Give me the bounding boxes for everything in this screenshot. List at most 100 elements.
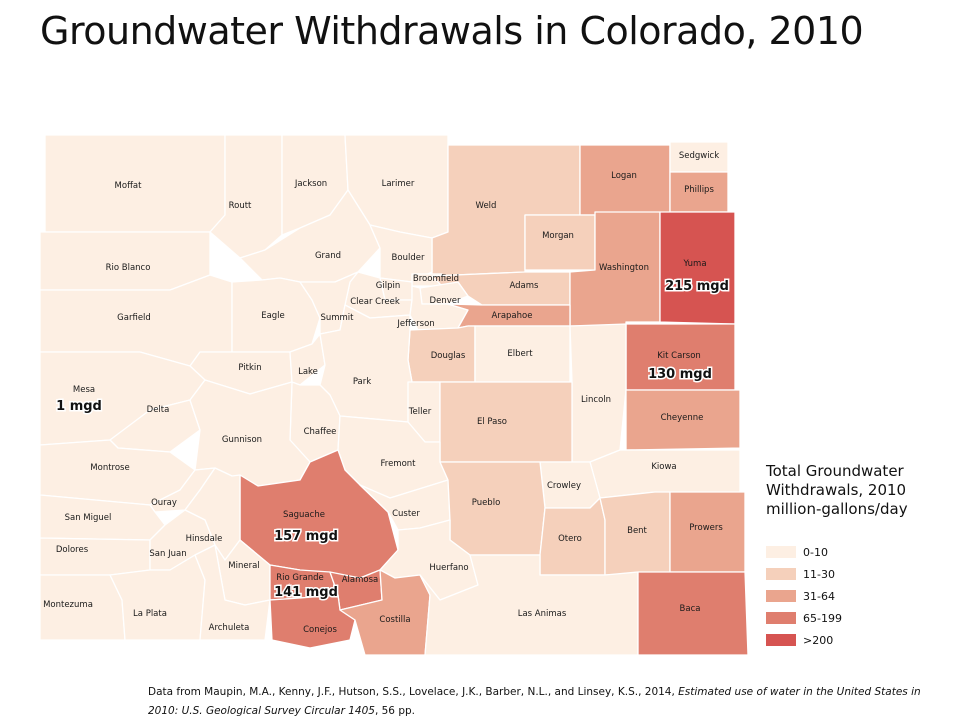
- county-label-el-paso: El Paso: [477, 417, 507, 427]
- county-label-arapahoe: Arapahoe: [492, 311, 533, 321]
- county-label-pitkin: Pitkin: [238, 363, 261, 373]
- county-label-custer: Custer: [392, 509, 420, 519]
- county-label-weld: Weld: [476, 201, 497, 211]
- annotation-saguache: 157 mgd: [274, 529, 338, 544]
- county-label-chaffee: Chaffee: [304, 427, 337, 437]
- annotation-mesa: 1 mgd: [56, 399, 102, 414]
- county-label-morgan: Morgan: [542, 231, 574, 241]
- annotation-kit-carson: 130 mgd: [648, 367, 712, 382]
- county-label-mesa: Mesa: [73, 385, 95, 395]
- county-label-eagle: Eagle: [261, 311, 285, 321]
- legend-item: 31-64: [766, 585, 946, 607]
- county-label-dolores: Dolores: [56, 545, 89, 555]
- source-text: Data from Maupin, M.A., Kenny, J.F., Hut…: [148, 686, 679, 698]
- county-label-rio-grande: Rio Grande: [276, 573, 323, 583]
- county-label-washington: Washington: [599, 263, 649, 273]
- county-label-larimer: Larimer: [382, 179, 415, 189]
- county-label-garfield: Garfield: [117, 313, 151, 323]
- county-las-animas: [419, 554, 639, 656]
- county-label-elbert: Elbert: [507, 349, 533, 359]
- county-rio-blanco: [39, 231, 211, 291]
- source-citation: Data from Maupin, M.A., Kenny, J.F., Hut…: [148, 683, 928, 721]
- county-label-teller: Teller: [408, 407, 432, 417]
- county-label-jefferson: Jefferson: [396, 319, 434, 329]
- county-label-logan: Logan: [611, 171, 637, 181]
- legend-swatch: [766, 590, 796, 602]
- county-label-mineral: Mineral: [228, 561, 259, 571]
- county-label-prowers: Prowers: [689, 523, 723, 533]
- county-label-broomfield: Broomfield: [413, 274, 459, 284]
- county-label-yuma: Yuma: [682, 259, 706, 269]
- page-title: Groundwater Withdrawals in Colorado, 201…: [40, 9, 864, 53]
- county-label-pueblo: Pueblo: [472, 498, 501, 508]
- county-label-bent: Bent: [627, 526, 647, 536]
- county-label-routt: Routt: [229, 201, 252, 211]
- county-label-san-juan: San Juan: [149, 549, 186, 559]
- county-label-rio-blanco: Rio Blanco: [106, 263, 151, 273]
- county-label-hinsdale: Hinsdale: [186, 534, 223, 544]
- county-label-saguache: Saguache: [283, 510, 325, 520]
- county-label-conejos: Conejos: [303, 625, 337, 635]
- legend-swatch: [766, 568, 796, 580]
- county-label-costilla: Costilla: [379, 615, 410, 625]
- legend-label: >200: [803, 633, 834, 647]
- county-lincoln: [569, 323, 627, 463]
- legend-item: >200: [766, 629, 946, 651]
- county-label-baca: Baca: [680, 604, 701, 614]
- county-label-jackson: Jackson: [294, 179, 327, 189]
- legend-label: 11-30: [803, 567, 835, 581]
- county-label-las-animas: Las Animas: [518, 609, 567, 619]
- county-label-boulder: Boulder: [392, 253, 425, 263]
- county-label-cheyenne: Cheyenne: [661, 413, 704, 423]
- county-cheyenne: [625, 389, 741, 451]
- source-italic: Estimated use of water in the United Sta…: [148, 686, 921, 717]
- county-label-gilpin: Gilpin: [376, 281, 400, 291]
- annotation-yuma: 215 mgd: [665, 279, 729, 294]
- legend-swatch: [766, 634, 796, 646]
- county-label-san-miguel: San Miguel: [65, 513, 112, 523]
- legend-title: Total Groundwater Withdrawals, 2010 mill…: [766, 462, 908, 518]
- county-label-montrose: Montrose: [90, 463, 129, 473]
- county-morgan: [524, 214, 596, 271]
- county-label-huerfano: Huerfano: [429, 563, 468, 573]
- county-label-adams: Adams: [510, 281, 540, 291]
- county-label-park: Park: [353, 377, 371, 387]
- legend-item: 0-10: [766, 541, 946, 563]
- county-label-lincoln: Lincoln: [581, 395, 611, 405]
- county-label-delta: Delta: [147, 405, 170, 415]
- county-label-ouray: Ouray: [151, 498, 177, 508]
- county-label-kit-carson: Kit Carson: [657, 351, 701, 361]
- county-label-grand: Grand: [315, 251, 341, 261]
- legend-swatch: [766, 612, 796, 624]
- county-dolores: [39, 537, 151, 576]
- county-label-montezuma: Montezuma: [43, 600, 93, 610]
- annotation-rio-grande: 141 mgd: [274, 585, 338, 600]
- county-pueblo: [439, 461, 546, 556]
- county-label-sedgwick: Sedgwick: [679, 151, 719, 161]
- county-label-fremont: Fremont: [380, 459, 416, 469]
- county-label-gunnison: Gunnison: [222, 435, 262, 445]
- county-baca: [637, 571, 749, 656]
- county-label-phillips: Phillips: [684, 185, 714, 195]
- legend-label: 0-10: [803, 545, 828, 559]
- county-label-la-plata: La Plata: [133, 609, 167, 619]
- legend-item: 11-30: [766, 563, 946, 585]
- county-label-summit: Summit: [320, 313, 354, 323]
- legend: Total Groundwater Withdrawals, 2010 mill…: [766, 462, 946, 651]
- legend-swatch: [766, 546, 796, 558]
- county-kiowa: [589, 449, 741, 499]
- legend-item: 65-199: [766, 607, 946, 629]
- county-label-alamosa: Alamosa: [342, 575, 379, 585]
- county-label-crowley: Crowley: [547, 481, 581, 491]
- county-label-archuleta: Archuleta: [209, 623, 250, 633]
- legend-label: 65-199: [803, 611, 842, 625]
- county-label-otero: Otero: [558, 534, 582, 544]
- county-label-denver: Denver: [430, 296, 461, 306]
- county-label-kiowa: Kiowa: [651, 462, 676, 472]
- county-label-moffat: Moffat: [115, 181, 143, 191]
- legend-label: 31-64: [803, 589, 835, 603]
- source-tail: , 56 pp.: [374, 705, 415, 717]
- county-label-douglas: Douglas: [431, 351, 466, 361]
- county-label-clear-creek: Clear Creek: [350, 297, 400, 307]
